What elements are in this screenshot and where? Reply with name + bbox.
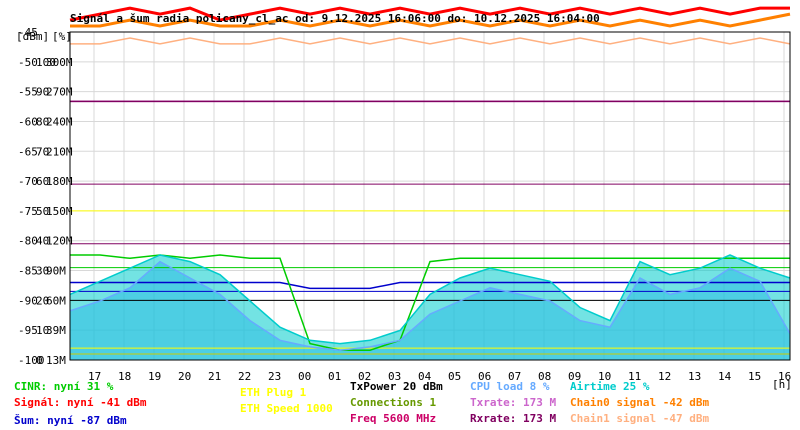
x-tick-label: 00 — [298, 370, 311, 383]
y-tick-rate: 210M — [46, 145, 73, 158]
legend-eth-speed: ETH Speed 1000 — [240, 402, 333, 415]
y-tick-pct: 90 — [36, 86, 49, 99]
y-tick-rate: 300M — [46, 56, 73, 69]
y-tick-dbm: -70 — [18, 175, 38, 188]
y-tick-dbm: -75 — [18, 205, 38, 218]
y-tick-rate: 180M — [46, 175, 73, 188]
x-tick-label: 16 — [778, 370, 791, 383]
y-tick-rate: 90M — [46, 265, 66, 278]
x-tick-label: 06 — [478, 370, 491, 383]
legend-chain1: Chain1 signal -47 dBm — [570, 412, 710, 425]
y-tick-rate: 150M — [46, 205, 73, 218]
x-tick-label: 22 — [238, 370, 251, 383]
x-tick-label: 04 — [418, 370, 432, 383]
y-tick-pct: 80 — [36, 115, 49, 128]
series-line-šum — [70, 281, 790, 290]
x-tick-label: 21 — [208, 370, 221, 383]
legend-eth-plug: ETH Plug 1 — [240, 386, 307, 399]
y-tick-rate: 240M — [46, 115, 73, 128]
y-tick-dbm: -45 — [18, 26, 38, 39]
y-tick-dbm: -55 — [18, 86, 38, 99]
y-tick-dbm: -80 — [18, 235, 38, 248]
y-tick-pct: 10 — [36, 324, 49, 337]
x-tick-label: 01 — [328, 370, 341, 383]
series-area-airtime — [70, 255, 790, 360]
y-tick-pct: 20 — [36, 294, 49, 307]
x-unit-label: [h] — [772, 378, 792, 391]
unit-label-pct: [%] — [52, 30, 72, 43]
y-tick-pct: 70 — [36, 145, 49, 158]
x-tick-label: 07 — [508, 370, 521, 383]
y-tick-pct: 100 — [36, 56, 56, 69]
y-tick-pct: 40 — [36, 235, 49, 248]
unit-label-dbm: [dBm] — [16, 30, 49, 43]
x-tick-label: 18 — [118, 370, 131, 383]
tick-labels: -45-50100300M-5590270M-6080240M-6570210M… — [18, 26, 791, 383]
y-tick-dbm: -65 — [18, 145, 38, 158]
chart-title: Signál a šum radia policany_cl_ac od: 9.… — [70, 12, 600, 25]
y-tick-pct: 30 — [36, 265, 49, 278]
series-line-cinr — [70, 254, 790, 351]
legend-signal: Signál: nyní -41 dBm — [14, 396, 147, 409]
series-fills — [70, 255, 790, 360]
x-tick-label: 02 — [358, 370, 371, 383]
x-tick-label: 03 — [388, 370, 401, 383]
x-tick-label: 15 — [748, 370, 761, 383]
x-tick-label: 19 — [148, 370, 161, 383]
y-tick-rate: 13M — [46, 354, 66, 367]
legend-cinr: CINR: nyní 31 % — [14, 380, 114, 393]
x-tick-label: 05 — [448, 370, 461, 383]
legend-freq: Freq 5600 MHz — [350, 412, 437, 425]
x-tick-label: 23 — [268, 370, 281, 383]
y-tick-dbm: -60 — [18, 115, 38, 128]
series-lines — [69, 6, 791, 355]
y-tick-dbm: -85 — [18, 265, 38, 278]
legend-txpower: TxPower 20 dBm — [350, 380, 443, 393]
legend-chain0: Chain0 signal -42 dBm — [570, 396, 710, 409]
y-tick-pct: 0 — [36, 354, 43, 367]
y-tick-pct: 60 — [36, 175, 49, 188]
y-tick-dbm: -50 — [18, 56, 38, 69]
legend-cpu: CPU load 8 % — [470, 380, 550, 393]
series-line-chain0-signal — [70, 12, 791, 28]
legend-txrate: Txrate: 173 M — [470, 396, 557, 409]
y-tick-rate: 270M — [46, 86, 73, 99]
y-tick-rate: 39M — [46, 324, 66, 337]
y-tick-pct: 50 — [36, 205, 49, 218]
legend-rxrate: Rxrate: 173 M — [470, 412, 557, 425]
series-line-chain1-signal — [70, 37, 791, 45]
x-tick-label: 09 — [568, 370, 581, 383]
x-tick-label: 17 — [88, 370, 101, 383]
legend-sum: Šum: nyní -87 dBm — [14, 414, 127, 427]
y-tick-dbm: -100 — [18, 354, 45, 367]
y-tick-dbm: -90 — [18, 294, 38, 307]
plot-frame — [69, 31, 791, 361]
y-tick-rate: 120M — [46, 235, 73, 248]
series-line-airtime — [69, 254, 791, 345]
series-line-cpu-load — [69, 260, 791, 351]
x-tick-label: 10 — [598, 370, 611, 383]
x-tick-label: 20 — [178, 370, 191, 383]
legend-connections: Connections 1 — [350, 396, 437, 409]
x-tick-label: 14 — [718, 370, 732, 383]
y-tick-dbm: -95 — [18, 324, 38, 337]
series-line-signál — [69, 6, 790, 22]
x-tick-label: 12 — [658, 370, 671, 383]
x-tick-label: 08 — [538, 370, 551, 383]
x-tick-label: 11 — [628, 370, 641, 383]
x-tick-label: 13 — [688, 370, 701, 383]
y-tick-rate: 60M — [46, 294, 66, 307]
legend-airtime: Airtime 25 % — [570, 380, 650, 393]
